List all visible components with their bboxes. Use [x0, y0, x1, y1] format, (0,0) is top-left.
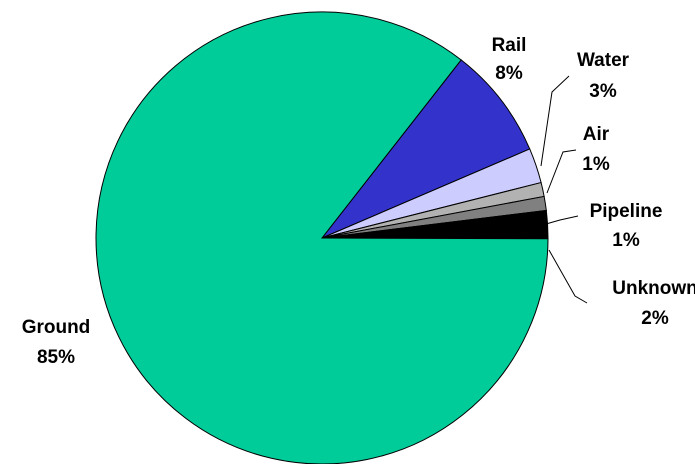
leader-line-water: [540, 75, 570, 167]
leader-line-pipeline: [545, 215, 579, 225]
slice-percent-pipeline: 1%: [612, 230, 640, 251]
slice-percent-air: 1%: [582, 154, 610, 175]
slice-percent-ground: 85%: [37, 347, 75, 368]
slice-labels: Rail 8% Water 3% Air 1% Pipeline 1% Unknown 2% Gro…: [22, 35, 695, 368]
slice-ground: [95, 11, 549, 464]
slice-rail: [321, 59, 531, 239]
leader-line-unknown: [548, 249, 588, 304]
slice-percent-rail: 8%: [495, 63, 523, 84]
slice-label-pipeline: Pipeline: [590, 201, 663, 222]
slice-label-rail: Rail: [492, 35, 527, 56]
slice-label-ground: Ground: [22, 317, 91, 338]
slice-label-water: Water: [577, 50, 630, 71]
leader-line-air: [546, 149, 577, 194]
leader-lines: [540, 75, 588, 304]
slice-percent-water: 3%: [589, 81, 617, 102]
slice-label-unknown: Unknown: [612, 278, 695, 299]
slice-label-air: Air: [583, 124, 610, 145]
slice-percent-unknown: 2%: [641, 308, 669, 329]
pie-slices: [95, 11, 549, 464]
